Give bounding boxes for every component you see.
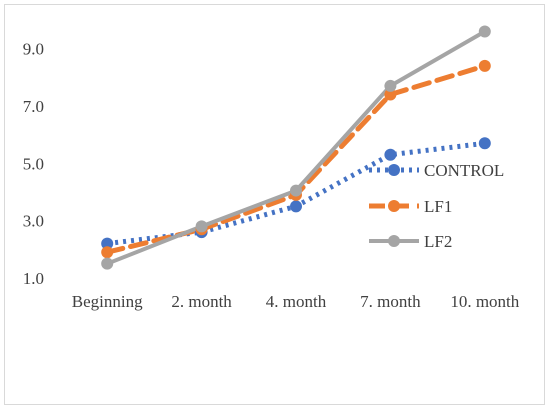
x-tick-label: 4. month [266,292,327,311]
series-line-lf1 [104,63,488,255]
series-line-lf2 [105,29,487,266]
legend: CONTROL LF1 LF2 [369,161,504,251]
x-tick-label: 2. month [171,292,232,311]
data-point-control [384,148,397,161]
legend-marker-control [388,164,400,176]
x-tick-label: 10. month [450,292,519,311]
series-points [101,25,491,270]
data-point-control [290,200,302,213]
legend-marker-lf2 [388,235,400,247]
data-point-lf1 [478,59,491,72]
x-tick-label: Beginning [72,292,143,311]
legend-label-control: CONTROL [424,161,504,180]
y-tick-label: 9.0 [23,40,44,59]
legend-marker-lf1 [388,200,400,212]
data-point-control [101,237,114,250]
data-point-lf1 [384,88,397,101]
data-point-lf2 [195,220,208,233]
data-point-lf1 [101,246,114,259]
y-tick-label: 1.0 [23,269,44,288]
y-tick-label: 5.0 [23,154,44,173]
data-point-control [478,137,491,150]
y-tick-label: 3.0 [23,212,44,231]
x-tick-label: 7. month [360,292,421,311]
series-lines [104,29,488,266]
data-point-lf2 [384,79,397,92]
y-tick-label: 7.0 [23,97,44,116]
legend-label-lf1: LF1 [424,197,452,216]
data-point-lf2 [478,25,491,38]
legend-label-lf2: LF2 [424,232,452,251]
data-point-lf2 [290,184,302,197]
y-axis-ticks: 1.0 3.0 5.0 7.0 9.0 [23,40,44,288]
data-point-lf2 [101,257,114,270]
x-axis-ticks: Beginning 2. month 4. month 7. month 10. mon… [72,292,520,311]
